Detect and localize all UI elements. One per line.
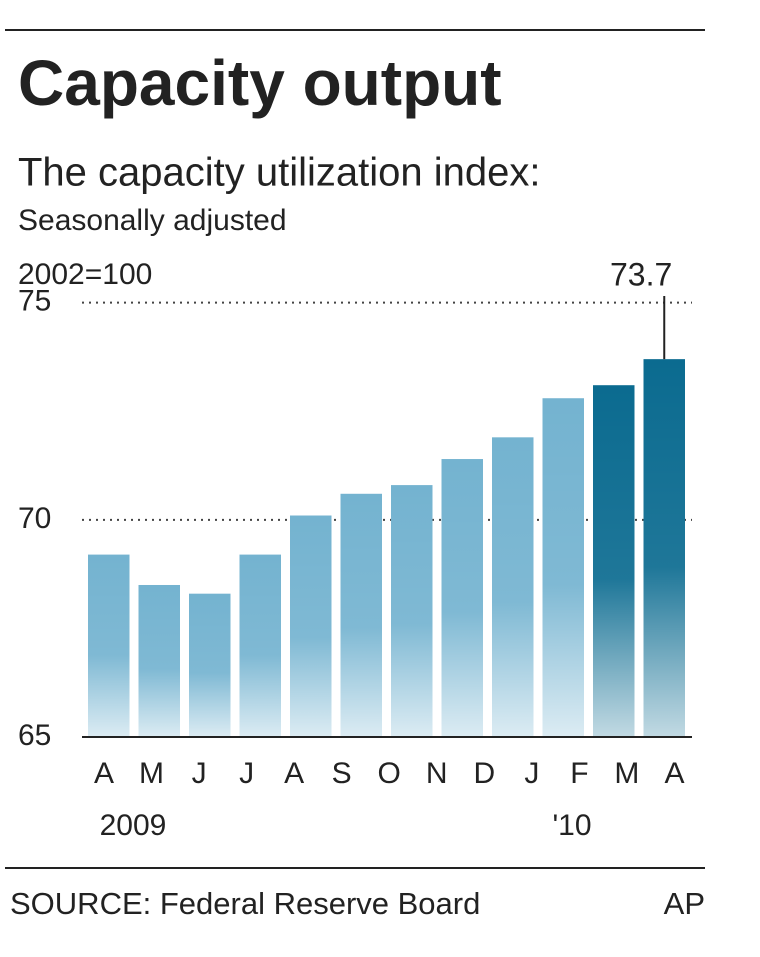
x-tick-label: N <box>426 757 448 790</box>
year-label: 2009 <box>100 809 167 842</box>
y-tick-label: 70 <box>18 502 51 535</box>
subtitle: The capacity utilization index: <box>18 151 541 195</box>
bar-fade <box>542 398 584 737</box>
x-tick-label: J <box>239 757 254 790</box>
x-tick-label: M <box>139 757 164 790</box>
bar-fade <box>441 459 483 737</box>
note: Seasonally adjusted <box>18 204 287 237</box>
bar-fade <box>290 515 332 737</box>
chart-title: Capacity output <box>18 47 502 119</box>
bar-fade <box>593 385 635 737</box>
unit-label: 2002=100 <box>18 258 152 291</box>
x-tick-label: F <box>570 757 588 790</box>
x-tick-label: A <box>94 757 114 790</box>
bar-fade <box>88 554 130 737</box>
bar-fade <box>492 437 534 737</box>
bar-fade <box>391 485 433 737</box>
source: SOURCE: Federal Reserve Board <box>10 886 480 921</box>
year-label: '10 <box>552 809 591 842</box>
bar-fade <box>643 359 685 737</box>
bar-fade <box>189 593 231 737</box>
bar-fade <box>138 584 180 737</box>
y-tick-label: 65 <box>18 719 51 752</box>
bar-fade <box>340 493 382 737</box>
credit: AP <box>664 886 705 921</box>
x-tick-label: A <box>664 757 684 790</box>
bar-fade <box>239 554 281 737</box>
annotation: 73.7 <box>610 256 672 292</box>
x-tick-label: J <box>192 757 207 790</box>
x-tick-label: D <box>473 757 495 790</box>
x-tick-label: O <box>378 757 401 790</box>
x-tick-label: S <box>332 757 352 790</box>
x-tick-label: M <box>614 757 639 790</box>
x-tick-label: A <box>284 757 304 790</box>
y-tick-label: 75 <box>18 285 51 318</box>
x-tick-label: J <box>524 757 539 790</box>
